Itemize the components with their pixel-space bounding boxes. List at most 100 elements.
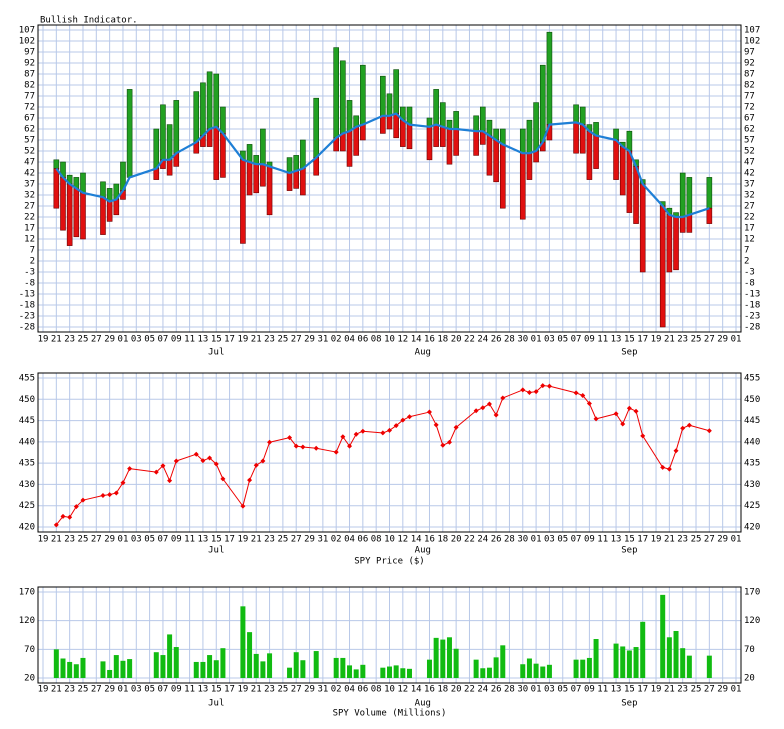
x-tick-label: 09 — [171, 535, 182, 545]
x-tick-label: 11 — [597, 335, 608, 345]
x-tick-label: 27 — [291, 335, 302, 345]
bar-down — [706, 207, 713, 224]
volume-bar — [493, 657, 499, 678]
price-marker — [240, 503, 246, 509]
volume-bar — [80, 657, 86, 678]
x-tick-label: 20 — [451, 535, 462, 545]
volume-bar — [207, 655, 213, 678]
y-tick-label-right: 425 — [744, 501, 760, 511]
x-tick-label: 25 — [691, 335, 702, 345]
x-tick-label: 03 — [544, 335, 555, 345]
price-marker — [446, 439, 452, 445]
x-tick-label: 08 — [371, 335, 382, 345]
volume-bar — [260, 661, 266, 678]
month-label: Aug — [415, 348, 431, 358]
x-tick-label: 23 — [677, 335, 688, 345]
x-tick-label: 20 — [451, 685, 462, 695]
x-tick-label: 15 — [211, 685, 222, 695]
y-tick-label: 107 — [19, 26, 35, 36]
x-tick-label: 11 — [184, 685, 195, 695]
y-tick-label-right: 450 — [744, 395, 760, 405]
bar-up — [80, 172, 86, 194]
y-tick-label-right: 92 — [744, 59, 755, 69]
y-tick-label: 82 — [24, 81, 35, 91]
x-tick-label: 15 — [211, 535, 222, 545]
volume-bar — [446, 637, 452, 678]
price-marker — [540, 383, 546, 389]
x-tick-label: 05 — [144, 535, 155, 545]
x-tick-label: 17 — [637, 535, 648, 545]
plot-border — [37, 372, 742, 533]
volume-bar — [680, 648, 686, 678]
bar-down — [253, 163, 260, 194]
volume-bar — [593, 639, 599, 678]
bar-down — [659, 205, 666, 328]
bar-up — [626, 130, 633, 152]
bar-up — [193, 91, 200, 143]
x-tick-label: 24 — [477, 685, 488, 695]
x-tick-label: 19 — [237, 335, 248, 345]
x-tick-label: 05 — [144, 335, 155, 345]
bar-up — [160, 104, 166, 161]
y-tick-label: 455 — [19, 374, 35, 384]
bar-down — [220, 133, 226, 178]
bar-down — [260, 163, 266, 187]
price-marker — [200, 458, 206, 464]
x-tick-label: 04 — [344, 685, 355, 695]
bar-up — [100, 181, 106, 198]
y-tick-label-right: 7 — [744, 246, 749, 256]
volume-bar — [213, 660, 219, 678]
bar-up — [686, 177, 693, 216]
volume-bar — [293, 652, 299, 678]
x-tick-label: 07 — [158, 685, 169, 695]
y-tick-label-right: 72 — [744, 103, 755, 113]
bar-up — [173, 100, 180, 154]
y-tick-label-right: 37 — [744, 180, 755, 190]
bar-up — [200, 82, 206, 136]
x-tick-label: 25 — [277, 685, 288, 695]
plot-border — [37, 586, 742, 684]
x-tick-label: 23 — [264, 335, 275, 345]
volume-bar — [253, 653, 259, 678]
x-tick-label: 17 — [637, 335, 648, 345]
bar-down — [639, 183, 646, 273]
x-tick-label: 07 — [571, 335, 582, 345]
bar-down — [240, 159, 246, 244]
x-tick-label: 28 — [504, 335, 515, 345]
bar-up — [380, 75, 386, 117]
x-tick-label: 16 — [424, 335, 435, 345]
price-marker — [267, 439, 273, 445]
x-tick-label: 15 — [624, 535, 635, 545]
volume-bar — [686, 655, 692, 678]
y-tick-label: 77 — [24, 92, 35, 102]
price-marker — [293, 443, 299, 449]
x-tick-label: 01 — [731, 335, 742, 345]
bar-down — [426, 126, 433, 161]
x-tick-label: 18 — [437, 535, 448, 545]
x-tick-label: 23 — [64, 535, 75, 545]
x-tick-label: 13 — [198, 335, 209, 345]
x-tick-label: 01 — [118, 535, 129, 545]
y-tick-label: 12 — [24, 235, 35, 245]
price-marker — [120, 480, 126, 486]
bar-up — [313, 97, 320, 158]
price-marker — [313, 445, 319, 451]
month-label: Jul — [208, 348, 224, 358]
y-tick-label: 425 — [19, 501, 35, 511]
y-tick-label: 450 — [19, 395, 35, 405]
indicator-line — [55, 112, 710, 219]
bar-down — [400, 119, 406, 147]
x-tick-label: 30 — [517, 535, 528, 545]
x-tick-label: 31 — [317, 685, 328, 695]
bar-down — [679, 216, 686, 233]
y-tick-label-right: 107 — [744, 26, 760, 36]
volume-bar — [53, 649, 59, 678]
bar-down — [340, 133, 346, 152]
y-tick-label-right: 70 — [744, 645, 755, 655]
x-tick-label: 29 — [717, 335, 728, 345]
price-marker — [573, 390, 579, 396]
chart-title: Bullish Indicator. — [40, 16, 138, 26]
x-tick-label: 08 — [371, 685, 382, 695]
